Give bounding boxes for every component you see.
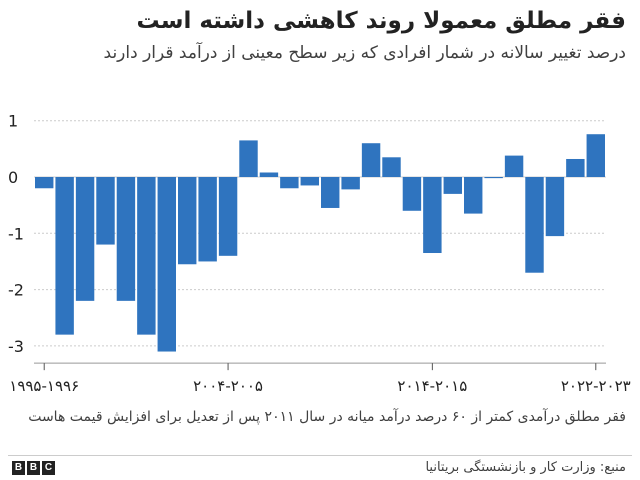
- bar: [259, 172, 279, 177]
- source-note: منبع: وزارت کار و بازنشستگی بریتانیا: [425, 460, 626, 475]
- bar: [239, 140, 258, 177]
- logo-letter: B: [27, 461, 40, 475]
- bar: [96, 177, 115, 245]
- chart-footnote: فقر مطلق درآمدی کمتر از ۶۰ درصد درآمد می…: [28, 409, 626, 425]
- bar-chart: 1 0 -1 -2 -3 ۱۹۹۵-۱۹۹۶ ۲۰۰۴-۲۰۰۵ ۲۰۱۴-۲۰۱۵ ۲۰۲۲-…: [8, 112, 631, 395]
- bar: [545, 177, 565, 237]
- bar: [586, 134, 605, 177]
- x-tick-label: ۲۰۲۲-۲۰۲۳: [561, 377, 631, 395]
- x-tick-label: ۱۹۹۵-۱۹۹۶: [9, 377, 79, 395]
- bar: [55, 177, 74, 335]
- bar: [75, 177, 95, 301]
- bar: [300, 177, 319, 186]
- bar: [525, 177, 544, 273]
- bbc-logo: B B C: [12, 461, 55, 475]
- logo-letter: B: [12, 461, 25, 475]
- bar: [341, 177, 360, 190]
- y-tick-label: -2: [8, 281, 24, 300]
- bar: [137, 177, 156, 335]
- bar: [443, 177, 462, 194]
- x-tick-label: ۲۰۱۴-۲۰۱۵: [397, 377, 467, 395]
- y-tick-label: 1: [8, 112, 18, 131]
- bar: [116, 177, 136, 301]
- bar: [361, 143, 381, 177]
- y-tick-label: -1: [8, 224, 24, 243]
- bar: [464, 177, 483, 214]
- chart-subtitle: درصد تغییر سالانه در شمار افرادی که زیر …: [103, 43, 626, 63]
- bar: [423, 177, 442, 254]
- bar: [566, 158, 585, 177]
- footer-divider: [8, 455, 632, 456]
- bar: [402, 177, 422, 211]
- bar: [157, 177, 176, 352]
- logo-letter: C: [42, 461, 55, 475]
- y-tick-label: 0: [8, 168, 18, 187]
- bar: [484, 177, 503, 179]
- bar: [321, 177, 340, 208]
- chart-title: فقر مطلق معمولا روند کاهشی داشته است: [136, 8, 626, 34]
- bar: [218, 177, 238, 256]
- bar: [178, 177, 197, 265]
- bar: [198, 177, 217, 262]
- x-tick-label: ۲۰۰۴-۲۰۰۵: [193, 377, 263, 395]
- bar: [280, 177, 299, 189]
- bar: [382, 157, 401, 177]
- bar: [504, 155, 524, 177]
- bar: [35, 177, 54, 189]
- y-tick-label: -3: [8, 337, 24, 356]
